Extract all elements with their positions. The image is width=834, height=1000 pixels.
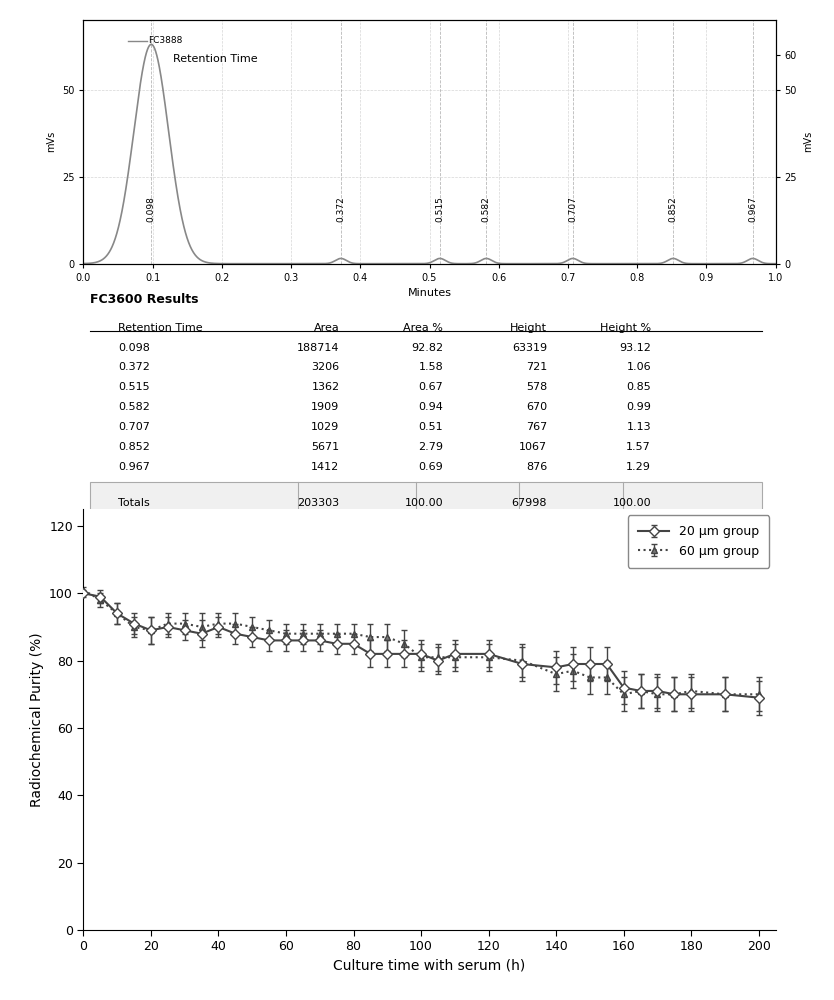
Text: 2.79: 2.79 (419, 442, 444, 452)
Text: Area: Area (314, 323, 339, 333)
Text: 0.852: 0.852 (118, 442, 150, 452)
Text: 92.82: 92.82 (411, 343, 444, 353)
Text: 1067: 1067 (519, 442, 547, 452)
Y-axis label: Radiochemical Purity (%): Radiochemical Purity (%) (29, 632, 43, 807)
Text: 1029: 1029 (311, 422, 339, 432)
Text: Area %: Area % (404, 323, 444, 333)
Text: 721: 721 (526, 362, 547, 372)
FancyBboxPatch shape (90, 482, 761, 526)
X-axis label: Culture time with serum (h): Culture time with serum (h) (334, 959, 525, 973)
Text: 5671: 5671 (311, 442, 339, 452)
Text: 1.29: 1.29 (626, 462, 651, 472)
Text: 1.57: 1.57 (626, 442, 651, 452)
Text: 0.098: 0.098 (147, 196, 156, 222)
Text: 0.372: 0.372 (336, 196, 345, 222)
Text: 0.967: 0.967 (748, 196, 757, 222)
Text: 1362: 1362 (311, 382, 339, 392)
Text: Totals: Totals (118, 498, 150, 508)
Text: 0.707: 0.707 (118, 422, 150, 432)
Text: 0.372: 0.372 (118, 362, 150, 372)
Text: 0.515: 0.515 (435, 196, 445, 222)
Text: 0.94: 0.94 (419, 402, 444, 412)
Text: 0.67: 0.67 (419, 382, 444, 392)
Text: FC3888: FC3888 (148, 36, 183, 45)
Text: FC3600 Results: FC3600 Results (90, 293, 198, 306)
Text: 100.00: 100.00 (404, 498, 444, 508)
Text: 1909: 1909 (311, 402, 339, 412)
Text: 0.515: 0.515 (118, 382, 149, 392)
Text: 670: 670 (526, 402, 547, 412)
Y-axis label: mVs: mVs (802, 131, 812, 152)
Text: 876: 876 (526, 462, 547, 472)
Y-axis label: mVs: mVs (47, 131, 57, 152)
Text: 0.852: 0.852 (669, 196, 678, 222)
Text: 767: 767 (526, 422, 547, 432)
Text: 0.85: 0.85 (626, 382, 651, 392)
Text: Retention Time: Retention Time (173, 54, 258, 64)
Text: 0.582: 0.582 (118, 402, 150, 412)
X-axis label: Minutes: Minutes (408, 288, 451, 298)
Text: 0.69: 0.69 (419, 462, 444, 472)
Text: 63319: 63319 (512, 343, 547, 353)
Text: 100.00: 100.00 (612, 498, 651, 508)
Text: Height %: Height % (600, 323, 651, 333)
Legend: 20 μm group, 60 μm group: 20 μm group, 60 μm group (628, 515, 770, 568)
Text: 1.06: 1.06 (626, 362, 651, 372)
Text: 0.582: 0.582 (482, 196, 490, 222)
Text: 0.99: 0.99 (626, 402, 651, 412)
Text: 1412: 1412 (311, 462, 339, 472)
Text: 0.707: 0.707 (568, 196, 577, 222)
Text: 0.967: 0.967 (118, 462, 150, 472)
Text: 578: 578 (526, 382, 547, 392)
Text: 188714: 188714 (297, 343, 339, 353)
Text: 3206: 3206 (311, 362, 339, 372)
Text: 0.51: 0.51 (419, 422, 444, 432)
Text: 1.13: 1.13 (626, 422, 651, 432)
Text: Retention Time: Retention Time (118, 323, 203, 333)
Text: 0.098: 0.098 (118, 343, 150, 353)
Text: Height: Height (510, 323, 547, 333)
Text: 203303: 203303 (298, 498, 339, 508)
Text: 67998: 67998 (512, 498, 547, 508)
Text: 1.58: 1.58 (419, 362, 444, 372)
Text: 93.12: 93.12 (619, 343, 651, 353)
